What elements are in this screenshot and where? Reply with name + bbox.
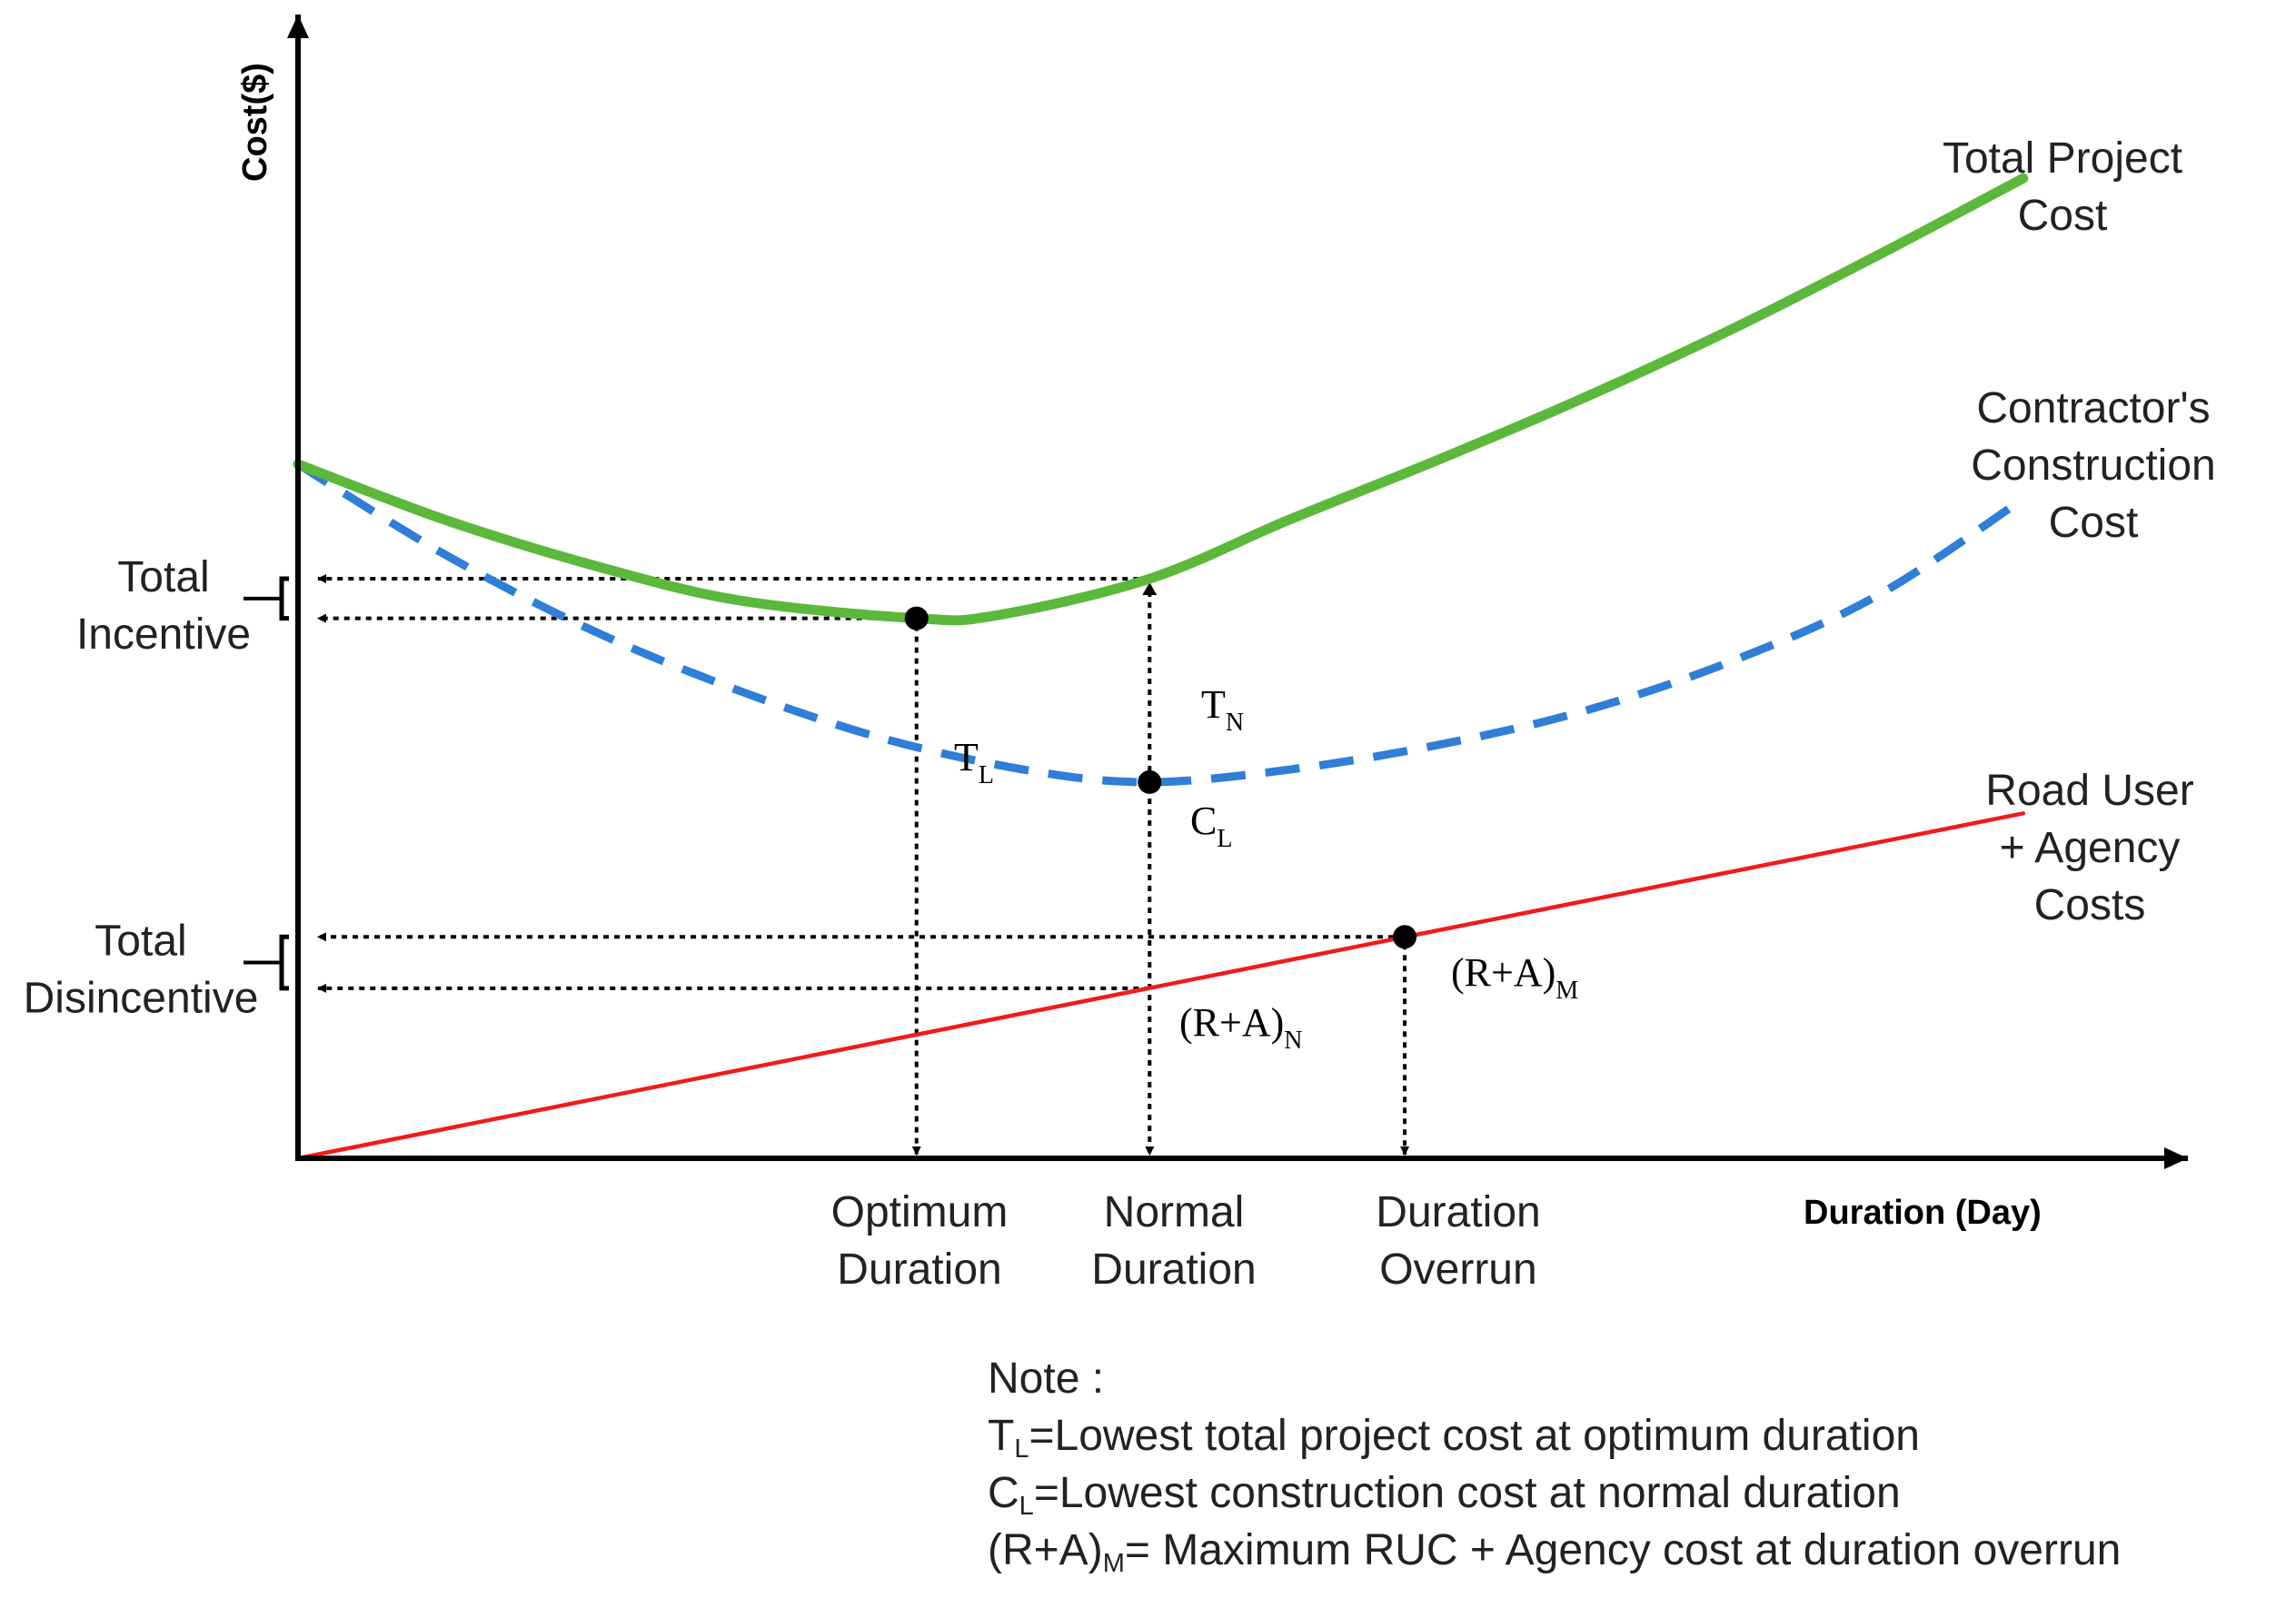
label-road-user-agency-costs: Road User + Agency Costs — [1985, 767, 2193, 929]
tn-arrowhead — [1142, 582, 1158, 596]
point-label-subscript: N — [1226, 709, 1244, 737]
label-total-disincentive-line: Total — [94, 918, 186, 966]
point-label-symbol: T — [954, 735, 979, 779]
note-line: TL=Lowest total project cost at optimum … — [988, 1407, 2121, 1464]
point-label-subscript: M — [1556, 977, 1578, 1005]
note-text: =Lowest total project cost at optimum du… — [1029, 1412, 1920, 1460]
note-symbol: (R+A) — [988, 1526, 1103, 1574]
note-symbol: C — [988, 1469, 1019, 1517]
label-construction-cost-line: Cost — [2049, 499, 2139, 547]
x-marker-label-line: Duration — [837, 1246, 1001, 1294]
label-total-incentive-line: Total — [117, 553, 209, 601]
point-label: TN — [1201, 682, 1244, 737]
point-label-symbol: (R+A) — [1451, 950, 1556, 995]
label-road-user-agency-costs-line: Costs — [2034, 881, 2146, 929]
note-line: (R+A)M= Maximum RUC + Agency cost at dur… — [988, 1522, 2121, 1579]
x-marker-label: Optimum Duration — [831, 1188, 1009, 1294]
label-total-incentive-line: Incentive — [76, 610, 251, 659]
note-lines: TL=Lowest total project cost at optimum … — [988, 1407, 2121, 1579]
label-construction-cost-line: Construction — [1971, 442, 2215, 490]
point-label-symbol: (R+A) — [1179, 1000, 1284, 1045]
point-label: CL — [1190, 799, 1232, 853]
guide-lines — [317, 574, 1410, 1156]
point-label-subscript: L — [1217, 825, 1232, 853]
point-label: (R+A)N — [1179, 1000, 1302, 1055]
x-axis-label: Duration (Day) — [1804, 1194, 2042, 1232]
x-marker-label-line: Normal — [1104, 1188, 1245, 1236]
x-marker-label: Normal Duration — [1091, 1188, 1256, 1294]
x-marker-label-line: Optimum — [831, 1188, 1009, 1236]
note-text: =Lowest construction cost at normal dura… — [1033, 1469, 1901, 1517]
label-total-project-cost-line: Total Project — [1943, 134, 2182, 183]
label-road-user-agency-costs-line: + Agency — [2000, 824, 2181, 872]
label-total-disincentive-line: Disincentive — [24, 975, 259, 1023]
bracket — [279, 576, 289, 621]
note-text: = Maximum RUC + Agency cost at duration … — [1124, 1526, 2122, 1574]
bracket — [279, 934, 289, 991]
axes: Duration (Day) Cost($) — [236, 15, 2188, 1232]
x-marker-label-line: Duration — [1091, 1246, 1256, 1294]
total-project-cost-line — [293, 173, 2029, 626]
point-ram — [1393, 925, 1417, 949]
note-box: Note : TL=Lowest total project cost at o… — [988, 1350, 2121, 1579]
construction-cost-line — [295, 461, 2026, 787]
label-total-incentive: Total Incentive — [76, 553, 251, 659]
note-subscript: L — [1019, 1492, 1034, 1521]
point-label-symbol: C — [1190, 799, 1217, 843]
note-subscript: L — [1014, 1434, 1029, 1464]
road-user-agency-cost-line — [295, 811, 2026, 1161]
label-total-disincentive: Total Disincentive — [24, 918, 259, 1023]
points-layer — [904, 606, 1417, 949]
point-label-subscript: N — [1284, 1027, 1302, 1055]
point-label: TL — [954, 735, 994, 789]
note-subscript: M — [1102, 1549, 1125, 1578]
point-label-symbol: T — [1201, 682, 1226, 727]
note-heading: Note : — [988, 1355, 1105, 1403]
point-label: (R+A)M — [1451, 950, 1578, 1005]
point-tl — [904, 606, 929, 630]
x-marker-label-line: Overrun — [1379, 1246, 1536, 1294]
y-axis-label: Cost($) — [236, 63, 274, 182]
note-line: CL=Lowest construction cost at normal du… — [988, 1464, 2121, 1522]
label-construction-cost: Contractor's Construction Cost — [1971, 384, 2215, 547]
labels-layer: Total Project Cost Contractor's Constructio… — [24, 134, 2216, 1294]
x-marker-label: Duration Overrun — [1376, 1188, 1540, 1294]
label-total-project-cost-line: Cost — [2018, 192, 2108, 240]
series-layer — [293, 173, 2029, 1161]
point-cl — [1138, 769, 1162, 794]
label-road-user-agency-costs-line: Road User — [1985, 767, 2193, 815]
note-symbol: T — [988, 1412, 1015, 1460]
x-marker-label-line: Duration — [1376, 1188, 1540, 1236]
label-total-project-cost: Total Project Cost — [1943, 134, 2182, 240]
label-construction-cost-line: Contractor's — [1976, 384, 2210, 432]
point-label-subscript: L — [979, 761, 994, 789]
